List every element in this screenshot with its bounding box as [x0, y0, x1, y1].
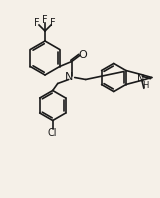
Text: F: F [42, 15, 48, 25]
Text: F: F [50, 18, 56, 28]
Text: F: F [34, 18, 40, 28]
Text: N: N [64, 71, 73, 82]
Text: Cl: Cl [48, 128, 57, 137]
Text: H: H [142, 81, 148, 90]
Text: N: N [137, 74, 144, 84]
Text: O: O [78, 50, 87, 60]
